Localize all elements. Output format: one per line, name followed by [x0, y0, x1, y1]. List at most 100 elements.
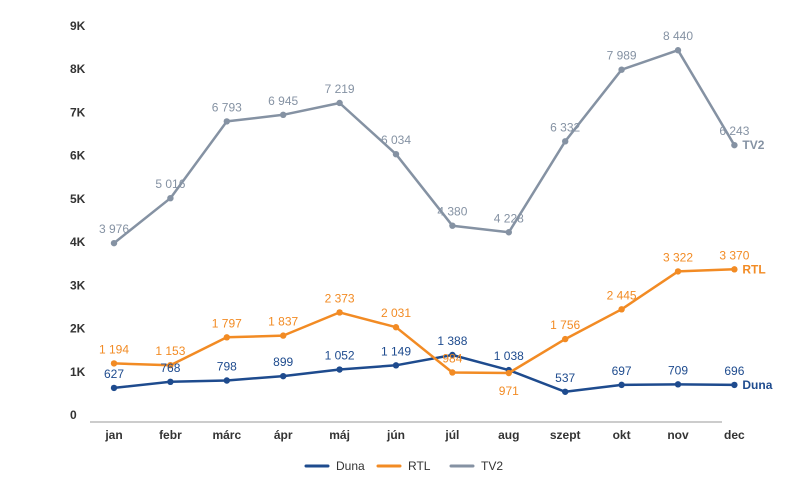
data-point-rtl: [223, 334, 230, 341]
x-tick-label: máj: [329, 428, 350, 442]
data-label-duna: 1 149: [381, 344, 411, 358]
end-label-duna: Duna: [742, 378, 772, 392]
data-label-rtl: 1 837: [268, 315, 298, 329]
data-label-tv2: 5 016: [155, 177, 185, 191]
data-point-duna: [167, 378, 174, 386]
data-label-rtl: 3 322: [663, 250, 693, 264]
legend-item-tv2: TV2: [449, 459, 503, 473]
x-tick-label: aug: [498, 428, 519, 442]
data-label-duna: 1 038: [494, 349, 524, 363]
data-label-tv2: 6 332: [550, 120, 580, 134]
x-tick-label: márc: [212, 428, 241, 442]
data-point-duna: [562, 388, 569, 395]
y-tick-label: 4K: [70, 235, 86, 249]
x-tick-label: jún: [386, 428, 405, 442]
data-label-rtl: 2 373: [325, 291, 355, 305]
data-labels: 627 768 798 899 1 052 1 149 1 388 1 038 537 697 70…: [99, 29, 773, 398]
data-label-tv2: 8 440: [663, 29, 693, 43]
data-label-rtl: 2 445: [607, 288, 637, 302]
data-point-rtl: [618, 306, 625, 313]
legend-label-duna: Duna: [336, 459, 365, 473]
data-point-duna: [336, 366, 343, 373]
legend-item-duna: Duna: [304, 459, 365, 473]
series-line-tv2: [112, 48, 736, 245]
y-tick-label: 7K: [70, 105, 86, 119]
data-label-duna: 1 052: [325, 349, 355, 363]
data-label-rtl: 2 031: [381, 306, 411, 320]
x-tick-label: nov: [667, 428, 689, 442]
series-line-duna: [112, 353, 736, 394]
data-point-duna: [674, 381, 682, 388]
data-point-tv2: [562, 138, 569, 145]
x-tick-label: szept: [550, 428, 581, 442]
data-point-rtl: [674, 268, 682, 275]
data-label-tv2: 7 989: [607, 49, 637, 63]
y-axis: 0 1K 2K 3K 4K 5K 6K 7K 8K 9K: [70, 19, 86, 422]
y-tick-label: 5K: [70, 192, 86, 206]
y-tick-label: 1K: [70, 365, 86, 379]
data-label-tv2: 4 228: [494, 211, 524, 225]
data-point-tv2: [223, 118, 230, 125]
data-label-tv2: 4 380: [437, 205, 467, 219]
data-label-rtl: 1 153: [155, 344, 185, 358]
legend-item-rtl: RTL: [376, 459, 431, 473]
data-label-tv2: 3 976: [99, 222, 129, 236]
data-point-rtl: [110, 360, 118, 367]
data-point-tv2: [674, 47, 682, 54]
y-tick-label: 9K: [70, 19, 86, 33]
data-point-tv2: [392, 150, 400, 158]
legend-label-tv2: TV2: [481, 459, 503, 473]
x-tick-label: júl: [444, 428, 459, 442]
x-tick-label: febr: [159, 428, 182, 442]
data-label-tv2: 6 243: [719, 124, 749, 138]
legend-label-rtl: RTL: [408, 459, 431, 473]
data-point-tv2: [618, 66, 625, 73]
x-axis: jan febr márc ápr máj jún júl aug szept okt nov dec: [104, 428, 745, 442]
data-point-rtl: [449, 369, 456, 376]
data-point-duna: [618, 381, 625, 389]
data-point-duna: [110, 384, 118, 392]
data-point-tv2: [449, 222, 456, 229]
y-tick-label: 2K: [70, 322, 86, 336]
legend: Duna RTL TV2: [304, 459, 503, 473]
y-tick-label: 0: [70, 408, 77, 422]
data-label-duna: 899: [273, 355, 293, 369]
data-label-tv2: 6 034: [381, 133, 411, 147]
data-label-tv2: 6 945: [268, 94, 298, 108]
data-label-rtl: 1 194: [99, 342, 129, 356]
data-point-rtl: [562, 335, 569, 343]
data-label-duna: 697: [612, 364, 632, 378]
data-point-rtl: [280, 332, 287, 339]
data-label-duna: 709: [668, 363, 688, 377]
data-label-duna: 537: [555, 371, 575, 385]
series-line-rtl: [112, 268, 736, 375]
end-label-rtl: RTL: [742, 262, 765, 276]
data-point-duna: [449, 351, 456, 359]
data-point-duna: [280, 372, 287, 380]
data-label-rtl: 3 370: [719, 248, 749, 262]
data-label-duna: 798: [217, 360, 237, 374]
data-label-rtl: 1 756: [550, 318, 580, 332]
y-tick-label: 3K: [70, 278, 86, 292]
data-label-duna: 696: [724, 364, 744, 378]
data-point-rtl: [731, 266, 738, 273]
data-label-rtl: 1 797: [212, 316, 242, 330]
end-label-tv2: TV2: [742, 138, 764, 152]
data-label-duna: 1 388: [437, 334, 467, 348]
data-point-tv2: [167, 194, 174, 202]
data-point-duna: [392, 362, 400, 369]
data-point-rtl: [392, 324, 400, 331]
data-point-rtl: [505, 369, 512, 377]
y-tick-label: 6K: [70, 149, 86, 163]
data-point-tv2: [280, 111, 287, 119]
x-tick-label: ápr: [274, 428, 293, 442]
x-tick-label: dec: [724, 428, 745, 442]
data-label-tv2: 6 793: [212, 100, 242, 114]
x-tick-label: jan: [104, 428, 122, 442]
data-point-rtl: [336, 309, 343, 316]
data-label-duna: 768: [160, 361, 180, 375]
data-label-rtl: 984: [442, 351, 462, 365]
data-label-tv2: 7 219: [325, 82, 355, 96]
data-point-duna: [223, 377, 230, 384]
